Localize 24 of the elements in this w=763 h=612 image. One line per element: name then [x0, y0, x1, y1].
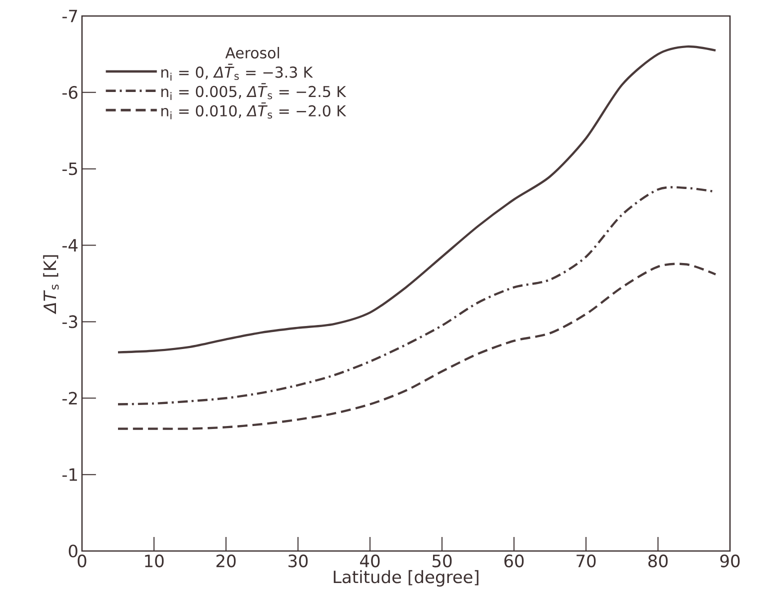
legend-label: n$_{i}$ = 0.005, ΔT̄$_{s}$ = −2.5 K	[161, 83, 346, 100]
y-tick-label: 0	[68, 544, 78, 558]
legend-label: n$_{i}$ = 0.010, ΔT̄$_{s}$ = −2.0 K	[161, 102, 346, 120]
x-tick-label: 30	[288, 554, 308, 568]
x-tick-label: 90	[720, 554, 740, 568]
y-tick-label: -6	[62, 86, 78, 99]
y-tick-label: -5	[62, 162, 78, 176]
x-tick-label: 40	[360, 554, 380, 568]
legend-title: Aerosol	[225, 46, 280, 59]
y-tick-label: -7	[62, 10, 78, 22]
x-tick-label: 10	[145, 554, 164, 568]
x-axis-title: Latitude [degree]	[334, 570, 478, 587]
x-tick-label: 70	[576, 554, 596, 568]
x-tick-label: 0	[78, 554, 86, 568]
x-tick-label: 60	[504, 554, 524, 568]
x-tick-label: 80	[648, 554, 668, 568]
legend-label: n$_{i}$ = 0, ΔT̄$_{s}$ = −3.3 K	[161, 64, 313, 81]
y-tick-label: -4	[62, 239, 78, 252]
y-tick-label: -2	[62, 392, 77, 404]
x-tick-label: 20	[216, 554, 236, 568]
x-tick-label: 50	[432, 554, 452, 568]
y-axis-title: ΔT$_{s}$ [K]	[43, 255, 59, 314]
y-tick-label: -3	[62, 315, 78, 328]
y-tick-label: -1	[62, 468, 77, 481]
